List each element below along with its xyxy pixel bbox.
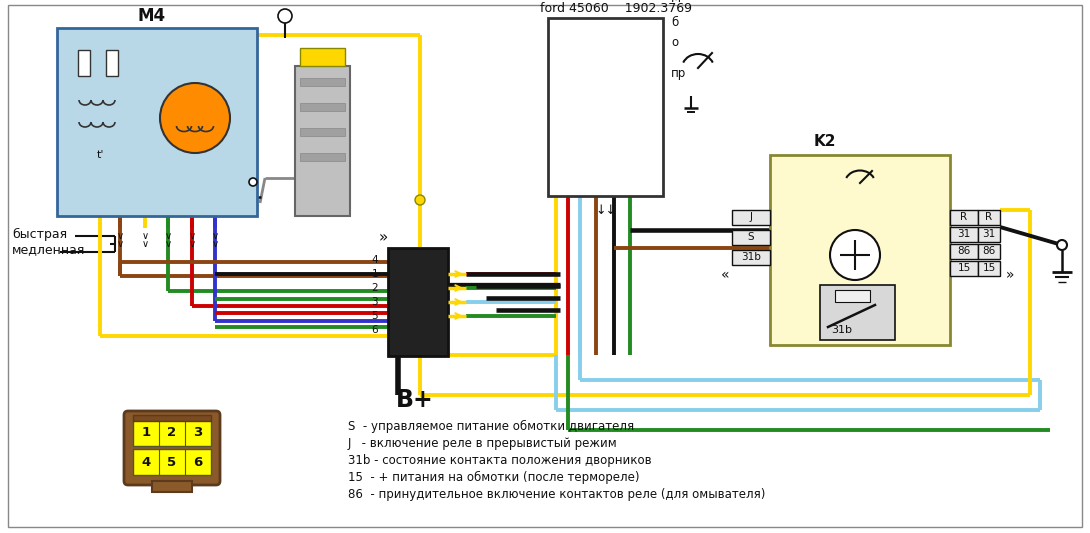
Text: медленная: медленная <box>12 244 85 256</box>
Bar <box>133 420 211 446</box>
Text: 4: 4 <box>142 456 150 469</box>
Text: 86: 86 <box>982 246 995 256</box>
Text: 31: 31 <box>957 229 970 239</box>
Text: t': t' <box>96 150 104 160</box>
Text: ∨: ∨ <box>142 231 148 241</box>
Bar <box>732 250 770 265</box>
Bar <box>732 230 770 245</box>
Bar <box>300 103 346 111</box>
Bar <box>295 66 350 216</box>
Text: 86: 86 <box>957 246 970 256</box>
Text: R: R <box>985 212 993 222</box>
Text: ∨: ∨ <box>117 231 123 241</box>
Text: ↓↓: ↓↓ <box>595 205 616 217</box>
Text: 31b - состояние контакта положения дворников: 31b - состояние контакта положения дворн… <box>348 454 652 467</box>
Text: 5: 5 <box>372 311 378 321</box>
Bar <box>820 285 895 340</box>
Text: 1: 1 <box>142 426 150 440</box>
Bar <box>300 153 346 161</box>
Bar <box>300 128 346 136</box>
Text: ∨: ∨ <box>117 239 123 249</box>
Text: ∨: ∨ <box>211 231 219 241</box>
Text: «: « <box>720 268 729 282</box>
Text: М: М <box>671 0 681 4</box>
Text: пр: пр <box>671 67 687 79</box>
Circle shape <box>1057 240 1067 250</box>
Text: ∨: ∨ <box>165 239 171 249</box>
Text: J: J <box>750 212 752 222</box>
Text: 15: 15 <box>957 263 970 273</box>
Text: 3: 3 <box>372 297 378 307</box>
Bar <box>978 227 1000 242</box>
Bar <box>300 78 346 86</box>
Circle shape <box>249 178 257 186</box>
Text: 1: 1 <box>372 269 378 279</box>
Bar <box>835 290 870 302</box>
Text: 15  - + питания на обмотки (после термореле): 15 - + питания на обмотки (после терморе… <box>348 471 640 484</box>
Bar <box>548 18 663 196</box>
Text: 31b: 31b <box>741 252 761 262</box>
Text: ∨: ∨ <box>189 231 195 241</box>
Text: S: S <box>748 232 754 242</box>
Text: быстрая: быстрая <box>12 228 68 240</box>
Text: ∨: ∨ <box>189 239 195 249</box>
Bar <box>388 248 448 356</box>
Bar <box>950 210 978 225</box>
Bar <box>732 210 770 225</box>
Text: J   - включение реле в прерывистый режим: J - включение реле в прерывистый режим <box>348 437 618 450</box>
Text: 15: 15 <box>982 263 995 273</box>
Text: 6: 6 <box>193 456 203 469</box>
Bar <box>950 227 978 242</box>
Text: о: о <box>671 36 678 50</box>
Bar <box>950 261 978 276</box>
Text: 2: 2 <box>168 426 177 440</box>
Text: 3: 3 <box>193 426 203 440</box>
Circle shape <box>829 230 880 280</box>
Text: 4: 4 <box>372 255 378 265</box>
FancyBboxPatch shape <box>124 411 220 485</box>
Text: R: R <box>960 212 968 222</box>
Bar <box>770 155 950 345</box>
Text: 86  - принудительное включение контактов реле (для омывателя): 86 - принудительное включение контактов … <box>348 488 765 501</box>
Text: 6: 6 <box>372 325 378 335</box>
Bar <box>300 48 346 66</box>
Text: 2: 2 <box>372 283 378 293</box>
Text: »: » <box>378 230 388 246</box>
Text: 5: 5 <box>168 456 177 469</box>
Text: ford 45060    1902.3769: ford 45060 1902.3769 <box>540 2 692 14</box>
Text: K2: K2 <box>814 134 836 149</box>
Bar <box>978 244 1000 259</box>
Circle shape <box>278 9 292 23</box>
Text: B+: B+ <box>396 388 434 412</box>
Text: 31b: 31b <box>832 325 852 335</box>
Text: ∨: ∨ <box>142 239 148 249</box>
Bar <box>106 50 118 76</box>
Bar <box>57 28 257 216</box>
Circle shape <box>160 83 230 153</box>
Text: 31: 31 <box>982 229 995 239</box>
Text: M4: M4 <box>138 7 166 25</box>
Text: »: » <box>1006 268 1015 282</box>
Bar <box>78 50 90 76</box>
Text: ∨: ∨ <box>211 239 219 249</box>
Text: S  - управляемое питание обмотки двигателя: S - управляемое питание обмотки двигател… <box>348 420 634 433</box>
Bar <box>133 449 211 475</box>
Bar <box>133 415 211 421</box>
Text: ∨: ∨ <box>165 231 171 241</box>
Bar <box>978 210 1000 225</box>
Circle shape <box>415 195 425 205</box>
Bar <box>152 481 192 492</box>
Bar <box>950 244 978 259</box>
Text: б: б <box>671 17 678 29</box>
Bar <box>978 261 1000 276</box>
